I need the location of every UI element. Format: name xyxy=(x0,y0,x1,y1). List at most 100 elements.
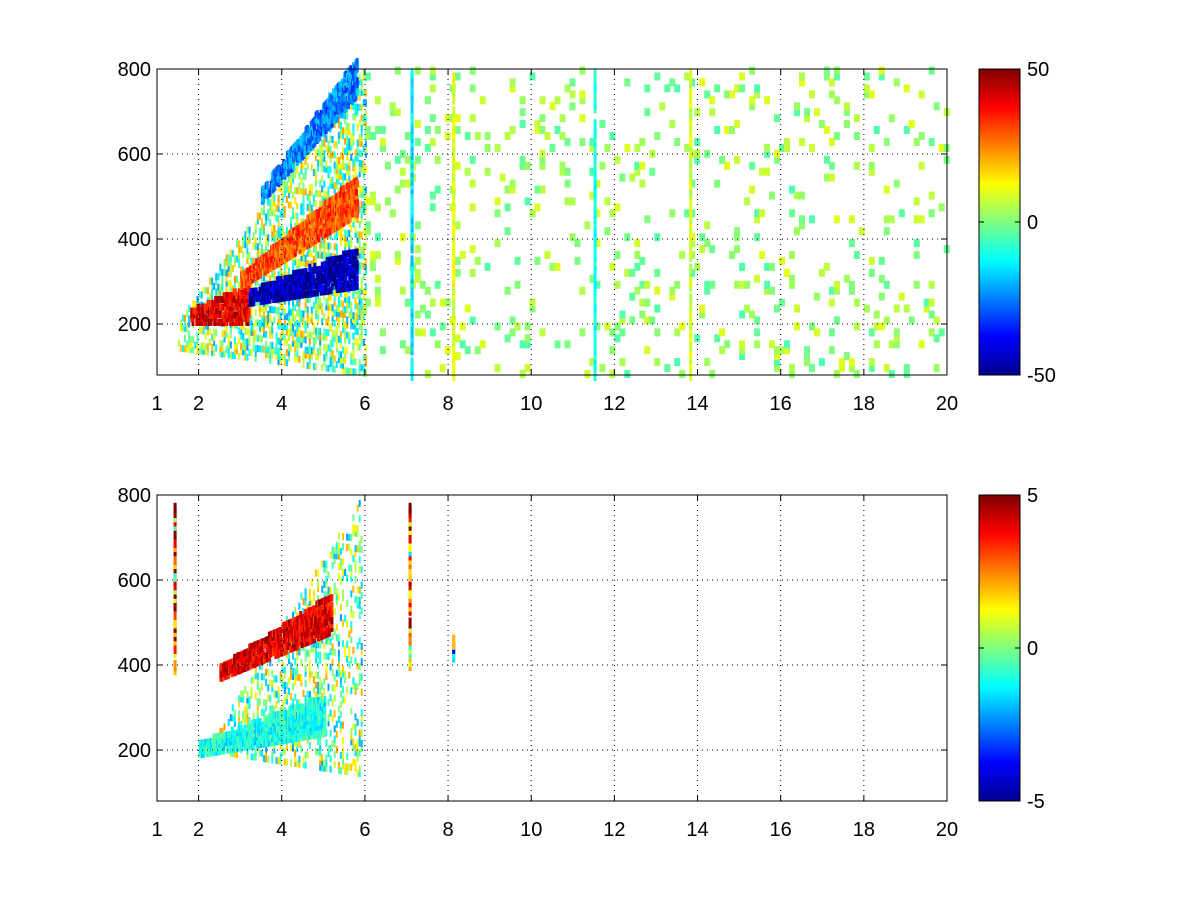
heatmap-cell xyxy=(283,333,286,341)
heatmap-cell xyxy=(828,90,835,99)
heatmap-cell xyxy=(260,749,263,757)
heatmap-cell xyxy=(318,265,322,273)
heatmap-cell xyxy=(245,299,249,307)
heatmap-cell xyxy=(574,256,581,265)
heatmap-cell xyxy=(294,673,297,681)
heatmap-cell xyxy=(354,565,357,573)
heatmap-cell xyxy=(689,302,693,313)
heatmap-cell xyxy=(310,347,313,355)
heatmap-cell xyxy=(878,256,885,265)
heatmap-cell xyxy=(298,320,301,328)
heatmap-cell xyxy=(210,311,214,319)
heatmap-cell xyxy=(594,280,601,289)
heatmap-cell xyxy=(302,283,306,291)
heatmap-cell xyxy=(300,218,303,226)
heatmap-cell xyxy=(354,230,357,238)
heatmap-cell xyxy=(252,329,255,337)
heatmap-cell xyxy=(238,715,241,723)
heatmap-cell xyxy=(352,759,355,766)
heatmap-cell xyxy=(524,340,531,349)
heatmap-cell xyxy=(315,285,319,293)
heatmap-cell xyxy=(275,287,279,295)
heatmap-cell xyxy=(699,233,706,242)
heatmap-cell xyxy=(267,239,270,247)
heatmap-cell xyxy=(265,213,268,221)
heatmap-cell xyxy=(494,364,501,373)
heatmap-cell xyxy=(342,346,344,354)
heatmap-cell xyxy=(285,682,288,690)
heatmap-cell xyxy=(452,348,456,360)
heatmap-cell xyxy=(344,210,348,218)
heatmap-cell xyxy=(928,191,935,200)
heatmap-cell xyxy=(323,265,327,273)
heatmap-cell xyxy=(300,254,303,262)
heatmap-cell xyxy=(236,342,238,350)
heatmap-cell xyxy=(304,761,307,769)
heatmap-cell xyxy=(684,72,691,81)
heatmap-cell xyxy=(355,283,359,290)
heatmap-cell xyxy=(333,319,336,327)
heatmap-cell xyxy=(344,321,347,329)
heatmap-cell xyxy=(853,322,860,331)
heatmap-cell xyxy=(724,90,731,99)
heatmap-cell xyxy=(241,303,245,311)
heatmap-cell xyxy=(342,152,344,160)
heatmap-cell xyxy=(739,352,746,361)
heatmap-cell xyxy=(290,319,293,326)
heatmap-cell xyxy=(514,322,521,331)
heatmap-cell xyxy=(794,102,800,111)
heatmap-cell xyxy=(279,343,282,351)
heatmap-cell xyxy=(269,326,272,334)
heatmap-cell xyxy=(283,323,286,331)
heatmap-cell xyxy=(358,78,361,86)
heatmap-cell xyxy=(302,689,305,697)
heatmap-cell xyxy=(410,68,414,80)
heatmap-cell xyxy=(354,657,357,665)
heatmap-cell xyxy=(285,274,289,282)
heatmap-cell xyxy=(323,134,326,142)
heatmap-cell xyxy=(350,357,353,365)
heatmap-cell xyxy=(342,686,344,693)
heatmap-cell xyxy=(315,154,317,162)
heatmap-cell xyxy=(275,675,278,683)
heatmap-cell xyxy=(331,350,334,358)
heatmap-cell xyxy=(362,114,365,122)
y-tick-label: 200 xyxy=(118,314,151,336)
heatmap-cell xyxy=(315,651,317,659)
heatmap-cell xyxy=(300,291,304,299)
heatmap-cell xyxy=(321,251,324,259)
heatmap-cell xyxy=(269,659,272,667)
heatmap-cell xyxy=(265,745,268,753)
heatmap-cell xyxy=(335,267,339,274)
heatmap-cell xyxy=(288,175,290,183)
heatmap-cell xyxy=(254,753,257,761)
heatmap-cell xyxy=(273,235,276,243)
heatmap-cell xyxy=(337,573,340,581)
heatmap-cell xyxy=(360,643,363,650)
heatmap-cell xyxy=(263,656,266,664)
heatmap-cell xyxy=(699,310,706,319)
heatmap-cell xyxy=(271,633,275,641)
heatmap-cell xyxy=(257,290,261,298)
heatmap-cell xyxy=(292,611,295,619)
heatmap-cell xyxy=(313,124,317,132)
heatmap-cell xyxy=(337,532,340,540)
heatmap-cell xyxy=(344,163,347,171)
heatmap-cell xyxy=(903,364,910,373)
heatmap-cell xyxy=(639,256,646,265)
heatmap-cell xyxy=(344,336,347,344)
heatmap-cell xyxy=(356,124,359,132)
heatmap-cell xyxy=(335,172,338,180)
heatmap-cell xyxy=(584,221,591,230)
heatmap-cell xyxy=(298,292,302,299)
heatmap-cell xyxy=(823,72,830,81)
heatmap-cell xyxy=(323,333,326,341)
heatmap-cell xyxy=(249,658,253,666)
heatmap-cell xyxy=(288,298,290,306)
heatmap-cell xyxy=(848,280,855,289)
heatmap-cell xyxy=(242,716,245,724)
heatmap-cell xyxy=(348,301,351,309)
heatmap-cell xyxy=(804,358,810,367)
heatmap-cell xyxy=(355,88,359,96)
heatmap-cell xyxy=(278,283,282,291)
